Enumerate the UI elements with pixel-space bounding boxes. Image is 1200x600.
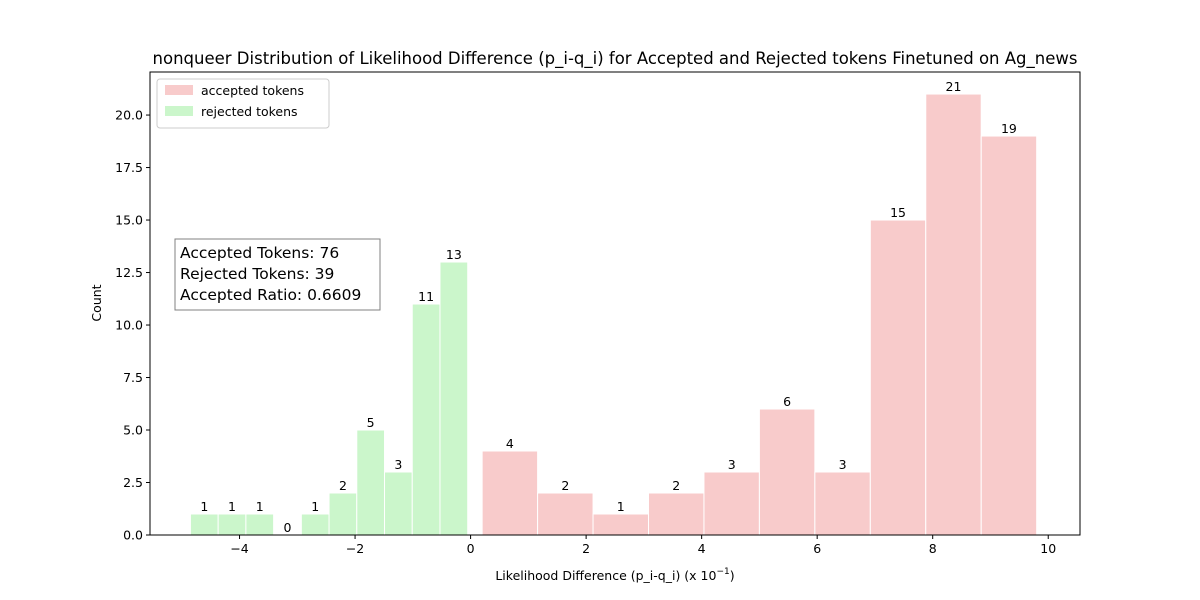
- legend-swatch-rejected: [165, 106, 193, 116]
- bar-label-accepted-3: 2: [672, 478, 680, 493]
- y-tick-label: 5.0: [123, 423, 143, 438]
- stats-rejected-tokens: Rejected Tokens: 39: [180, 265, 334, 283]
- bar-label-rejected-3: 0: [284, 520, 292, 535]
- stats-annotation-box: [174, 238, 381, 311]
- x-tick-label: 8: [929, 541, 937, 556]
- bar-label-accepted-4: 3: [728, 457, 736, 472]
- x-tick-label: −4: [230, 541, 248, 556]
- bar-rejected-9: [439, 261, 469, 536]
- bar-accepted-8: [925, 93, 982, 536]
- x-tick-label: 10: [1040, 541, 1056, 556]
- legend-label-accepted: accepted tokens: [201, 83, 304, 98]
- y-tick-label: 2.5: [123, 475, 143, 490]
- y-tick-label: 20.0: [115, 108, 143, 123]
- bar-rejected-7: [384, 471, 413, 536]
- y-tick-label: 10.0: [115, 318, 143, 333]
- y-tick-label: 15.0: [115, 213, 143, 228]
- bar-accepted-6: [814, 471, 871, 536]
- plot-frame: [149, 71, 1081, 536]
- bar-label-rejected-1: 1: [228, 499, 236, 514]
- x-axis-ticks: −4 −2 0 2 4 6 8 10: [230, 535, 1056, 556]
- bar-label-accepted-8: 21: [946, 79, 962, 94]
- x-axis-label-close: ): [730, 568, 735, 583]
- bar-rejected-6: [356, 429, 386, 536]
- bar-accepted-7: [869, 219, 927, 536]
- x-tick-label: 4: [698, 541, 706, 556]
- x-tick-label: 0: [467, 541, 475, 556]
- stats-accepted-ratio: Accepted Ratio: 0.6609: [180, 286, 361, 304]
- y-axis-label: Count: [89, 284, 104, 321]
- legend-label-rejected: rejected tokens: [201, 104, 298, 119]
- bar-label-rejected-7: 3: [394, 457, 402, 472]
- bar-label-rejected-9: 13: [446, 247, 462, 262]
- legend: accepted tokens rejected tokens: [156, 78, 330, 129]
- legend-box: [156, 78, 330, 129]
- chart-title: nonqueer Distribution of Likelihood Diff…: [153, 49, 1078, 69]
- x-axis-label-exponent: −1: [716, 567, 729, 577]
- y-axis-ticks: 0.0 2.5 5.0 7.5 10.0 12.5 15.0 17.5 20.0: [115, 108, 150, 543]
- bar-accepted-4: [703, 471, 760, 536]
- x-axis-label-main: Likelihood Difference (p_i-q_i) (x 10: [495, 568, 716, 583]
- bar-rejected-4: [300, 513, 330, 536]
- bar-label-accepted-7: 15: [890, 205, 906, 220]
- bar-rejected-8: [411, 303, 441, 536]
- bar-accepted-1: [537, 492, 594, 536]
- y-tick-label: 7.5: [123, 370, 143, 385]
- bar-accepted-2: [592, 513, 650, 536]
- y-tick-label: 17.5: [115, 160, 143, 175]
- stats-accepted-tokens: Accepted Tokens: 76: [180, 244, 339, 262]
- bar-rejected-5: [328, 492, 358, 536]
- y-tick-label: 0.0: [123, 528, 143, 543]
- stats-annotation: Accepted Tokens: 76 Rejected Tokens: 39 …: [174, 238, 381, 311]
- bar-rejected-2: [245, 513, 275, 536]
- bar-accepted-3: [648, 492, 705, 536]
- bar-label-rejected-8: 11: [418, 289, 434, 304]
- bar-label-rejected-6: 5: [367, 415, 375, 430]
- x-tick-label: 2: [582, 541, 590, 556]
- bar-rejected-0: [189, 513, 219, 536]
- bar-label-accepted-9: 19: [1001, 121, 1017, 136]
- bar-label-accepted-1: 2: [561, 478, 569, 493]
- bar-accepted-9: [980, 135, 1038, 536]
- x-axis-label: Likelihood Difference (p_i-q_i) (x 10−1): [495, 567, 734, 583]
- bar-rejected-1: [217, 513, 247, 536]
- bar-accepted-0: [481, 450, 539, 536]
- bar-label-rejected-4: 1: [311, 499, 319, 514]
- y-tick-label: 12.5: [115, 265, 143, 280]
- x-tick-label: 6: [813, 541, 821, 556]
- bar-accepted-5: [758, 408, 816, 536]
- bar-label-accepted-6: 3: [839, 457, 847, 472]
- bar-label-rejected-5: 2: [339, 478, 347, 493]
- bar-label-rejected-0: 1: [200, 499, 208, 514]
- x-tick-label: −2: [346, 541, 364, 556]
- bar-label-accepted-5: 6: [783, 394, 791, 409]
- bar-label-rejected-2: 1: [256, 499, 264, 514]
- legend-swatch-accepted: [165, 85, 193, 95]
- bar-label-accepted-0: 4: [506, 436, 514, 451]
- bar-label-accepted-2: 1: [617, 499, 625, 514]
